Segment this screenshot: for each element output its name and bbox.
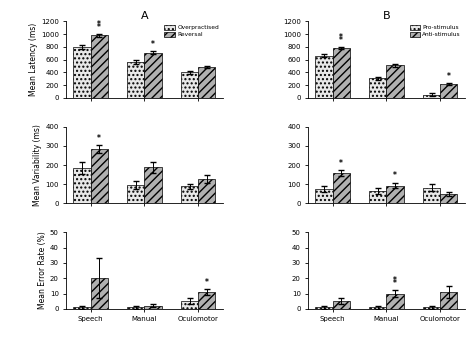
Bar xyxy=(423,188,440,203)
Text: *: * xyxy=(151,40,155,49)
Text: *: * xyxy=(339,159,343,168)
Bar xyxy=(440,194,457,203)
Bar xyxy=(198,66,215,98)
Text: *: * xyxy=(339,33,343,42)
Text: *: * xyxy=(393,276,397,285)
Text: *: * xyxy=(393,171,397,180)
Text: *: * xyxy=(339,36,343,45)
Bar xyxy=(181,301,198,309)
Text: *: * xyxy=(447,71,451,81)
Bar xyxy=(73,168,91,203)
Bar xyxy=(91,35,108,98)
Title: A: A xyxy=(141,11,148,21)
Bar xyxy=(181,186,198,203)
Legend: Pro-stimulus, Anti-stimulus: Pro-stimulus, Anti-stimulus xyxy=(409,24,462,38)
Y-axis label: Mean Variability (ms): Mean Variability (ms) xyxy=(34,124,43,206)
Bar xyxy=(145,306,162,309)
Bar xyxy=(423,307,440,309)
Text: *: * xyxy=(393,279,397,288)
Bar xyxy=(91,278,108,309)
Bar xyxy=(333,173,350,203)
Bar xyxy=(423,94,440,98)
Bar xyxy=(386,186,404,203)
Bar xyxy=(440,84,457,98)
Text: *: * xyxy=(97,23,101,32)
Bar xyxy=(369,307,386,309)
Bar xyxy=(369,78,386,98)
Bar xyxy=(145,167,162,203)
Bar xyxy=(316,189,333,203)
Bar xyxy=(127,307,145,309)
Text: *: * xyxy=(97,134,101,143)
Bar xyxy=(73,307,91,309)
Bar xyxy=(333,48,350,98)
Text: *: * xyxy=(205,278,209,287)
Bar xyxy=(127,185,145,203)
Bar xyxy=(198,292,215,309)
Bar xyxy=(73,47,91,98)
Bar xyxy=(440,292,457,309)
Title: B: B xyxy=(383,11,390,21)
Bar xyxy=(333,301,350,309)
Bar xyxy=(181,72,198,98)
Legend: Overpractised, Reversal: Overpractised, Reversal xyxy=(164,24,219,38)
Bar xyxy=(386,294,404,309)
Bar xyxy=(145,53,162,98)
Y-axis label: Mean Error Rate (%): Mean Error Rate (%) xyxy=(38,232,47,310)
Bar xyxy=(198,179,215,203)
Bar xyxy=(316,307,333,309)
Y-axis label: Mean Latency (ms): Mean Latency (ms) xyxy=(29,23,38,96)
Bar xyxy=(386,65,404,98)
Bar xyxy=(91,149,108,203)
Bar xyxy=(127,62,145,98)
Text: *: * xyxy=(97,20,101,29)
Bar xyxy=(369,191,386,203)
Bar xyxy=(316,56,333,98)
